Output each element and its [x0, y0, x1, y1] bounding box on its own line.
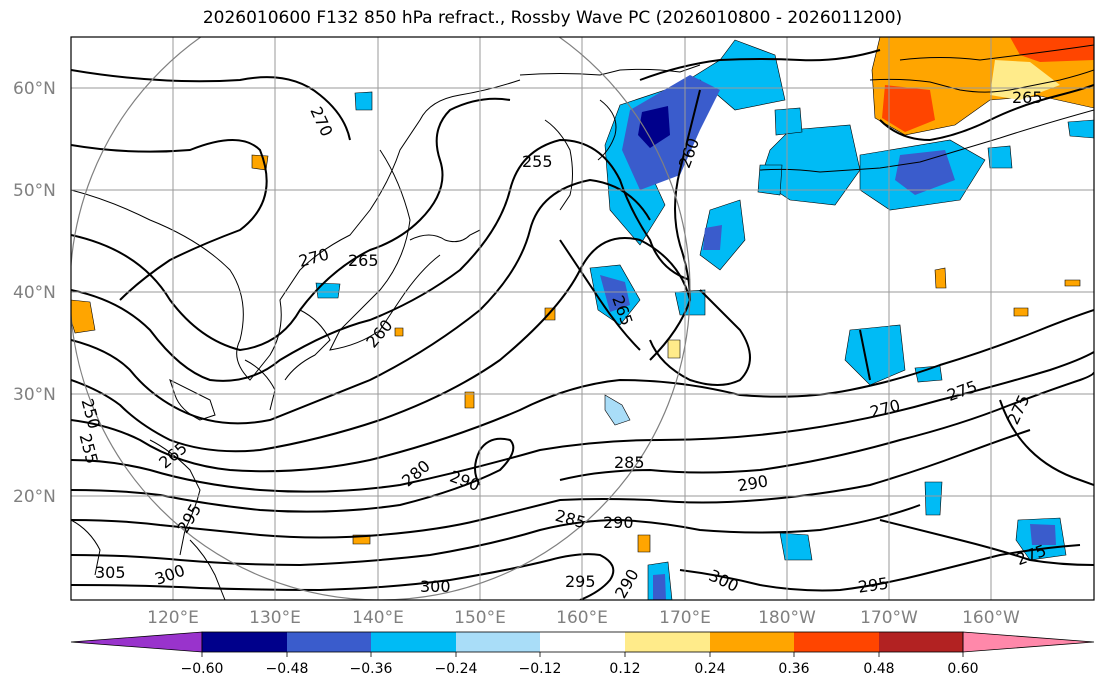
negative-anomaly-region	[1067, 119, 1094, 139]
strong-positive-anomaly-region	[1010, 37, 1094, 62]
weak-positive-anomaly-region	[637, 534, 651, 553]
negative-anomaly-region	[987, 145, 1013, 169]
latitude-axis: 60°N 50°N 40°N 30°N 20°N	[13, 79, 56, 507]
shading-layer	[71, 37, 1094, 600]
negative-anomaly-region	[604, 394, 631, 426]
colorbar-tick-label: 0.60	[947, 661, 978, 677]
colorbar-segment	[456, 632, 540, 652]
lat-tick-label: 20°N	[13, 487, 56, 507]
lon-tick-label: 120°E	[147, 608, 199, 628]
negative-anomaly-region	[315, 282, 341, 299]
mid-negative-anomaly-region	[895, 150, 955, 195]
negative-anomaly-region	[757, 164, 783, 196]
weak-positive-anomaly-region	[1064, 279, 1081, 287]
colorbar-segment	[794, 632, 879, 652]
lat-tick-label: 30°N	[13, 385, 56, 405]
map-frame	[70, 36, 1095, 601]
weak-positive-anomaly-region	[1013, 307, 1029, 317]
negative-anomaly-region	[844, 324, 906, 386]
colorbar-tick-label: −0.60	[181, 661, 224, 677]
colorbar-segment	[625, 632, 710, 652]
colorbar-extend-low	[70, 631, 203, 653]
longitude-axis: 120°E 130°E 140°E 150°E 160°E 170°E 180°…	[147, 608, 1020, 628]
negative-anomaly-region	[759, 124, 861, 206]
mid-negative-anomaly-region	[653, 574, 666, 600]
lon-tick-label: 140°E	[352, 608, 404, 628]
negative-anomaly-region	[924, 481, 943, 516]
colorbar-segment	[879, 632, 963, 652]
lon-tick-label: 180°W	[758, 608, 816, 628]
coastlines	[71, 44, 1094, 600]
lon-tick-label: 160°W	[962, 608, 1020, 628]
lon-tick-label: 160°E	[556, 608, 608, 628]
contour-label: 265	[348, 251, 379, 270]
colorbar-tick-label: 0.12	[609, 661, 640, 677]
lon-tick-label: 150°E	[454, 608, 506, 628]
colorbar-segment	[287, 632, 371, 652]
contour-label: 265	[1012, 88, 1043, 107]
mid-negative-anomaly-region	[600, 275, 630, 312]
contour-label: 295	[565, 572, 596, 591]
colorbar-segment	[371, 632, 456, 652]
lat-tick-label: 40°N	[13, 283, 56, 303]
strong-positive-anomaly-region	[882, 85, 935, 132]
lat-tick-label: 60°N	[13, 79, 56, 99]
negative-anomaly-region	[914, 365, 943, 383]
colorbar-extend-high	[962, 631, 1095, 653]
colorbar-tick-label: 0.48	[863, 661, 894, 677]
colorbar-tick-label: 0.36	[778, 661, 809, 677]
negative-anomaly-region	[779, 532, 813, 561]
lat-tick-label: 50°N	[13, 181, 56, 201]
lon-tick-label: 170°W	[860, 608, 918, 628]
contour-label: 285	[614, 453, 645, 472]
mid-negative-anomaly-region	[703, 225, 722, 250]
lon-tick-label: 130°E	[249, 608, 301, 628]
negative-anomaly-region	[699, 199, 746, 271]
colorbar-tick-label: 0.24	[694, 661, 725, 677]
mid-negative-anomaly-region	[622, 75, 720, 190]
colorbar-tick-label: −0.48	[266, 661, 309, 677]
negative-anomaly-region	[774, 107, 803, 136]
contour-label: 295	[857, 574, 890, 597]
contour-label: 305	[95, 563, 126, 582]
weak-positive-anomaly-region	[394, 327, 404, 337]
rossby-wave-circle	[71, 37, 691, 600]
colorbar-segment	[540, 632, 625, 652]
colorbar-tick-label: −0.12	[519, 661, 562, 677]
contour-label: 300	[420, 577, 451, 596]
colorbar-tick-label: −0.36	[350, 661, 393, 677]
weak-positive-anomaly-region	[71, 299, 96, 334]
colorbar-segment	[202, 632, 287, 652]
weak-positive-anomaly-region	[934, 267, 947, 289]
contour-label: 290	[603, 513, 634, 532]
contour-label: 255	[522, 152, 553, 171]
plot-title: 2026010600 F132 850 hPa refract., Rossby…	[202, 8, 903, 28]
colorbar-tick-label: −0.24	[435, 661, 478, 677]
negative-anomaly-region	[604, 39, 786, 246]
weak-positive-anomaly-region	[464, 391, 475, 409]
lon-tick-label: 170°E	[659, 608, 711, 628]
colorbar: −0.60 −0.48 −0.36 −0.24 −0.12 0.12 0.24 …	[70, 631, 1095, 677]
gridlines	[71, 37, 1094, 600]
negative-anomaly-region	[354, 91, 373, 111]
mid-negative-anomaly-region	[1030, 524, 1056, 545]
weak-positive-anomaly-region	[667, 339, 681, 359]
strong-negative-anomaly-region	[638, 106, 670, 148]
colorbar-segment	[710, 632, 794, 652]
